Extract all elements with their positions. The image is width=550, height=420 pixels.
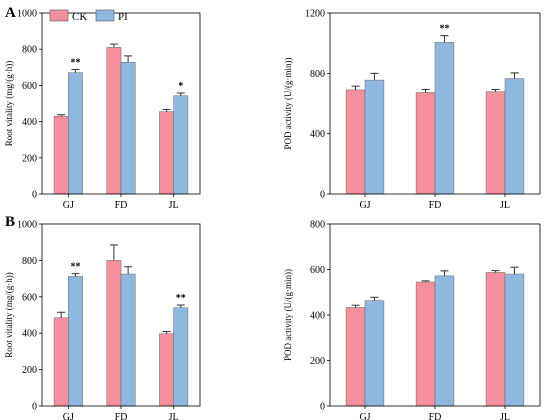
x-tick-label-gj: GJ [63, 200, 74, 211]
y-tick-label: 200 [22, 365, 37, 376]
y-tick-label: 0 [32, 402, 37, 413]
bar-pi-fd [434, 42, 455, 195]
y-tick-label: 800 [310, 69, 325, 80]
bar-ck-fd [106, 260, 122, 407]
y-tick-label: 0 [32, 190, 37, 201]
y-axis-title: POD activity (U/(g·min)) [283, 269, 293, 361]
y-tick-label: 400 [310, 129, 325, 140]
bar-ck-jl [485, 272, 506, 407]
bar-ck-jl [159, 111, 174, 195]
panel-label-b: B [5, 214, 15, 230]
y-tick-label: 1000 [17, 9, 37, 20]
legend-swatch-pi [95, 9, 115, 22]
x-tick-label-gj: GJ [359, 200, 370, 211]
plot-frame [41, 12, 201, 195]
x-tick-label-jl: JL [500, 412, 510, 420]
x-tick-label-jl: JL [500, 200, 510, 211]
y-tick-label: 1200 [305, 9, 325, 20]
y-axis-title: POD activity (U/(g·min)) [283, 58, 293, 150]
x-tick-label-jl: JL [169, 412, 179, 420]
bar-ck-gj [53, 115, 69, 195]
significance-mark-gj: ** [70, 262, 80, 273]
bar-pi-fd [434, 275, 455, 407]
y-tick-label: 600 [22, 81, 37, 92]
bar-ck-gj [53, 317, 69, 407]
x-tick-label-jl: JL [169, 200, 179, 211]
x-tick-label-fd: FD [115, 412, 128, 420]
y-tick-label: 400 [22, 117, 37, 128]
chart-3: ** GJ FD ** JL 0 200 400 600 800 1000 Root vitality… [4, 220, 201, 420]
bar-pi-fd [120, 273, 136, 407]
plot-frame [41, 223, 201, 407]
bar-pi-jl [173, 307, 189, 407]
y-tick-label: 200 [22, 153, 37, 164]
y-tick-label: 1000 [17, 220, 37, 231]
bar-pi-gj [68, 72, 83, 195]
x-tick-label-fd: FD [429, 200, 442, 211]
y-tick-label: 0 [320, 402, 325, 413]
panel-label-a: A [5, 5, 16, 21]
chart-2: GJ ** FD JL 0 400 800 1200 POD activity (U/(g·mi… [283, 9, 541, 211]
y-axis-title: Root vitality (mg/(g·h)) [4, 272, 14, 358]
bar-ck-gj [345, 307, 366, 407]
bar-pi-jl [504, 78, 525, 195]
y-tick-label: 400 [310, 311, 325, 322]
x-tick-label-fd: FD [429, 412, 442, 420]
significance-mark-jl: * [178, 81, 183, 92]
y-tick-label: 800 [22, 45, 37, 56]
legend-label-ck: CK [72, 11, 87, 23]
x-tick-label-gj: GJ [359, 412, 370, 420]
chart-1: ** GJ FD * JL 0 200 400 600 800 1000 Root vitality … [4, 9, 201, 211]
y-tick-label: 0 [320, 190, 325, 201]
charts-layer: ** GJ FD * JL 0 200 400 600 800 1000 Root vitality … [4, 9, 541, 420]
bar-pi-gj [364, 79, 385, 195]
x-tick-label-gj: GJ [63, 412, 74, 420]
y-tick-label: 200 [310, 356, 325, 367]
bar-pi-fd [120, 61, 136, 195]
legend: CK PI [49, 9, 128, 23]
y-axis-title: Root vitality (mg/(g·h)) [4, 61, 14, 147]
bar-pi-gj [364, 300, 385, 407]
legend-label-pi: PI [118, 11, 128, 23]
plot-frame [329, 12, 541, 195]
bar-pi-jl [173, 95, 189, 195]
x-tick-label-fd: FD [115, 200, 128, 211]
bar-ck-jl [159, 333, 174, 407]
significance-mark-fd: ** [439, 24, 449, 35]
y-tick-label: 800 [310, 220, 325, 231]
y-tick-label: 600 [310, 265, 325, 276]
bar-pi-gj [68, 276, 83, 407]
legend-swatch-ck [49, 9, 69, 22]
bar-ck-fd [415, 281, 436, 407]
chart-4: GJ FD JL 0 200 400 600 800 POD activity (U/(g·mi… [283, 220, 541, 420]
y-tick-label: 800 [22, 256, 37, 267]
bar-ck-fd [415, 92, 436, 195]
significance-mark-gj: ** [70, 57, 80, 68]
bar-pi-jl [504, 273, 525, 407]
bar-ck-jl [485, 91, 506, 195]
y-tick-label: 600 [22, 292, 37, 303]
bar-ck-gj [345, 89, 366, 195]
bar-ck-fd [106, 47, 122, 195]
y-tick-label: 400 [22, 329, 37, 340]
significance-mark-jl: ** [176, 293, 186, 304]
